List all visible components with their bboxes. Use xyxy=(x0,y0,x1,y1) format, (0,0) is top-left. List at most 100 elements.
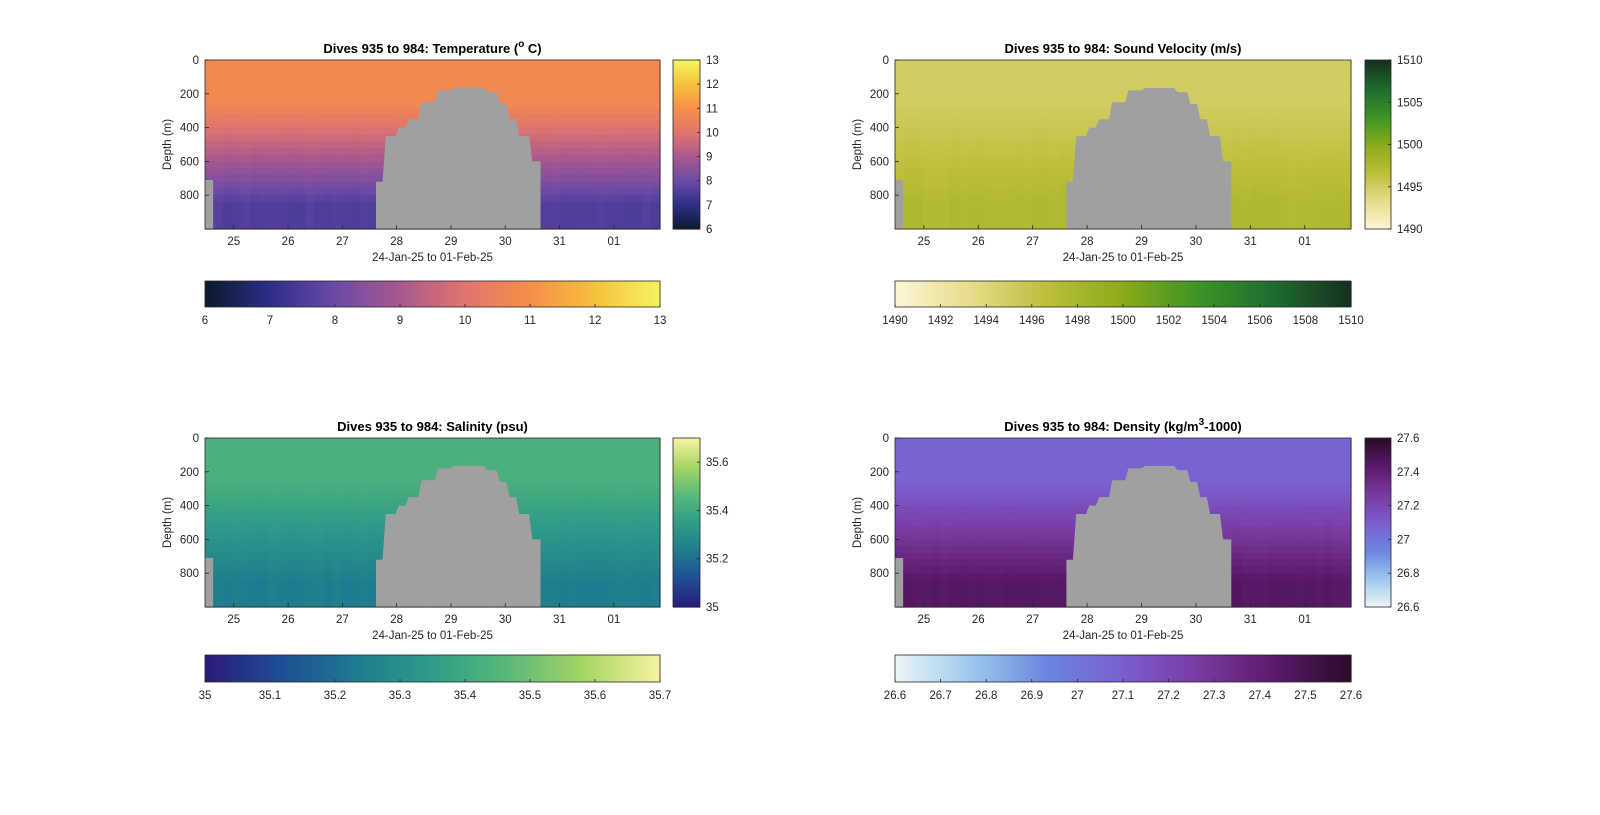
heatmap-cell xyxy=(614,60,625,68)
heatmap-cell xyxy=(296,505,306,513)
heatmap-cell xyxy=(895,80,905,88)
heatmap-cell xyxy=(305,107,315,115)
heatmap-cell xyxy=(995,127,1006,135)
colorbar-swatch xyxy=(1365,200,1391,205)
heatmap-cell xyxy=(986,120,996,129)
heatmap-cell xyxy=(496,444,506,453)
heatmap-cell xyxy=(632,174,643,183)
colorbar-swatch xyxy=(997,281,1002,307)
heatmap-cell xyxy=(223,600,233,608)
heatmap-cell xyxy=(1132,60,1142,68)
heatmap-cell xyxy=(641,478,652,486)
colorbar-swatch xyxy=(1290,281,1295,307)
colorbar-swatch xyxy=(673,60,700,64)
heatmap-cell xyxy=(623,566,634,574)
colorbar-swatch xyxy=(673,477,700,481)
heatmap-cell xyxy=(632,579,643,588)
heatmap-cell xyxy=(377,100,388,108)
heatmap-cell xyxy=(441,451,452,459)
heatmap-cell xyxy=(940,208,951,217)
colorbar-swatch xyxy=(1153,281,1158,307)
heatmap-cell xyxy=(1214,114,1224,122)
heatmap-cell xyxy=(578,492,588,500)
heatmap-cell xyxy=(967,161,978,169)
heatmap-cell xyxy=(1259,73,1270,81)
heatmap-cell xyxy=(1341,93,1352,102)
heatmap-cell xyxy=(949,532,960,540)
heatmap-cell xyxy=(314,87,324,95)
colorbar-swatch xyxy=(610,281,616,307)
heatmap-cell xyxy=(423,60,434,68)
heatmap-cell xyxy=(1004,438,1015,446)
heatmap-cell xyxy=(350,444,361,453)
heatmap-cell xyxy=(986,458,996,466)
heatmap-cell xyxy=(1232,80,1243,88)
heatmap-cell xyxy=(587,73,597,81)
heatmap-cell xyxy=(605,505,616,513)
heatmap-cell xyxy=(967,498,978,507)
heatmap-cell xyxy=(895,444,905,453)
heatmap-cell xyxy=(377,519,388,527)
heatmap-cell xyxy=(468,438,479,446)
heatmap-cell xyxy=(1232,127,1243,135)
heatmap-cell xyxy=(1332,141,1343,149)
heatmap-cell xyxy=(350,107,361,115)
heatmap-cell xyxy=(505,107,515,115)
heatmap-cell xyxy=(332,579,343,588)
colorbar-swatch xyxy=(1282,281,1287,307)
colorbar-swatch xyxy=(1365,169,1391,174)
heatmap-cell xyxy=(1050,201,1060,210)
heatmap-cell xyxy=(1214,120,1224,129)
heatmap-cell xyxy=(1022,174,1033,183)
heatmap-cell xyxy=(1040,141,1051,149)
heatmap-cell xyxy=(1031,120,1042,129)
heatmap-cell xyxy=(396,120,406,129)
heatmap-cell xyxy=(587,451,597,459)
heatmap-cell xyxy=(359,559,370,568)
heatmap-cell xyxy=(1022,195,1033,203)
heatmap-cell xyxy=(949,141,960,149)
heatmap-cell xyxy=(940,478,951,486)
heatmap-cell xyxy=(940,127,951,135)
heatmap-cell xyxy=(277,471,288,480)
colorbar-swatch xyxy=(1035,281,1040,307)
heatmap-cell xyxy=(1050,478,1060,486)
heatmap-cell xyxy=(922,485,933,493)
heatmap-cell xyxy=(641,208,652,217)
heatmap-cell xyxy=(569,66,579,75)
heatmap-cell xyxy=(650,201,661,210)
heatmap-cell xyxy=(1022,525,1033,534)
heatmap-cell xyxy=(286,181,297,190)
heatmap-cell xyxy=(596,120,606,129)
heatmap-cell xyxy=(1259,222,1270,230)
heatmap-cell xyxy=(214,120,224,129)
heatmap-cell xyxy=(1022,573,1033,581)
colorbar-swatch xyxy=(242,655,248,682)
heatmap-cell xyxy=(323,154,333,162)
colorbar-swatch xyxy=(673,192,700,196)
heatmap-cell xyxy=(1259,60,1270,68)
heatmap-cell xyxy=(641,512,652,520)
heatmap-cell xyxy=(314,107,324,115)
heatmap-cell xyxy=(377,141,388,149)
heatmap-cell xyxy=(332,505,343,513)
colorbar-swatch xyxy=(629,655,635,682)
heatmap-cell xyxy=(487,60,497,68)
colorbar-swatch xyxy=(398,281,403,307)
heatmap-cell xyxy=(268,120,279,129)
heatmap-cell xyxy=(977,586,987,595)
heatmap-cell xyxy=(587,181,597,190)
heatmap-cell xyxy=(205,458,215,466)
colorbar-swatch xyxy=(673,121,700,126)
colorbar-swatch xyxy=(398,655,403,682)
colorbar-swatch xyxy=(496,655,502,682)
heatmap-cell xyxy=(305,559,315,568)
heatmap-cell xyxy=(587,87,597,95)
heatmap-cell xyxy=(341,93,352,102)
heatmap-cell xyxy=(359,161,370,169)
heatmap-cell xyxy=(1305,66,1316,75)
heatmap-cell xyxy=(305,573,315,581)
heatmap-cell xyxy=(949,188,960,196)
heatmap-cell xyxy=(1031,532,1042,540)
heatmap-cell xyxy=(913,201,923,210)
